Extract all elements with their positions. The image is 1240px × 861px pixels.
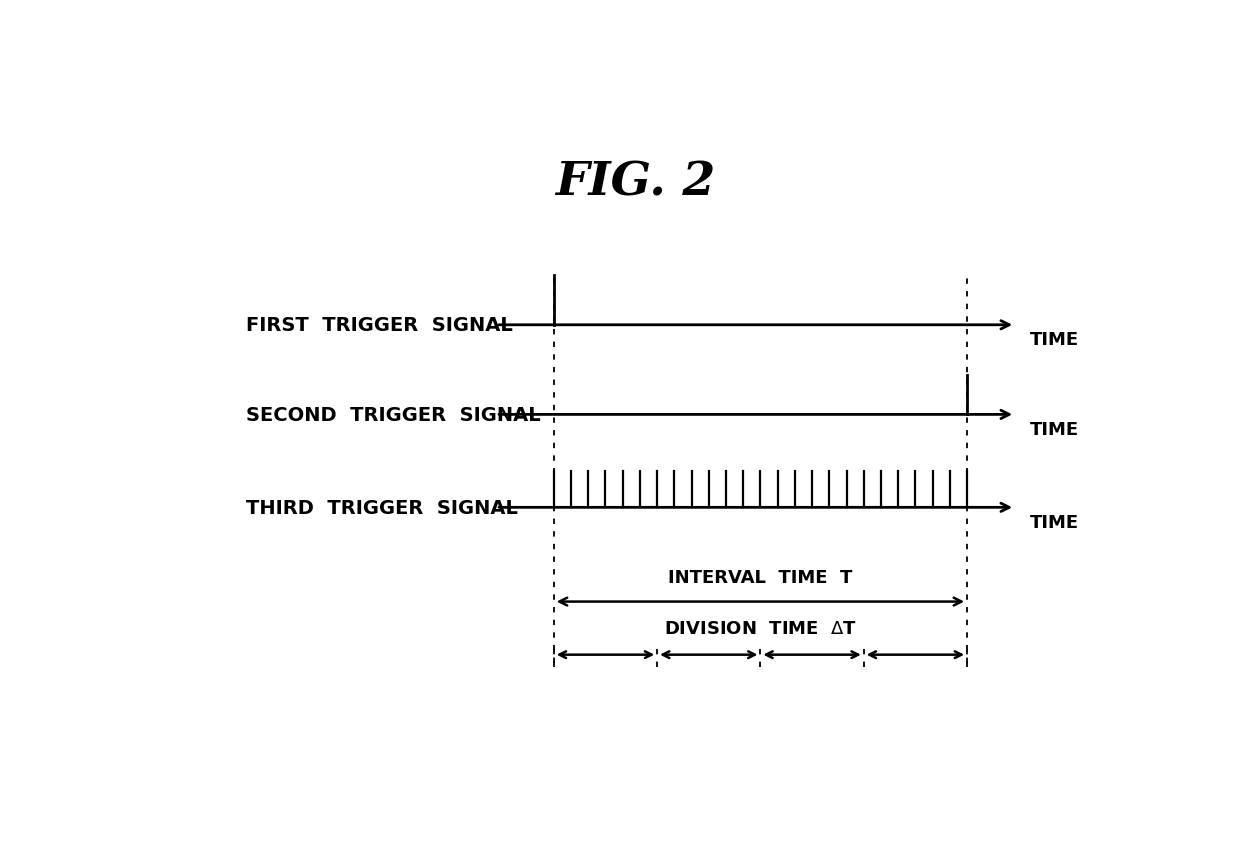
- Text: TIME: TIME: [1029, 513, 1079, 531]
- Text: FIG. 2: FIG. 2: [556, 159, 715, 206]
- Text: SECOND  TRIGGER  SIGNAL: SECOND TRIGGER SIGNAL: [247, 406, 541, 424]
- Text: TIME: TIME: [1029, 331, 1079, 349]
- Text: INTERVAL  TIME  T: INTERVAL TIME T: [668, 568, 853, 586]
- Text: THIRD  TRIGGER  SIGNAL: THIRD TRIGGER SIGNAL: [247, 499, 518, 517]
- Text: FIRST  TRIGGER  SIGNAL: FIRST TRIGGER SIGNAL: [247, 316, 513, 335]
- Text: DIVISION  TIME  $\Delta$T: DIVISION TIME $\Delta$T: [663, 619, 857, 637]
- Text: TIME: TIME: [1029, 420, 1079, 438]
